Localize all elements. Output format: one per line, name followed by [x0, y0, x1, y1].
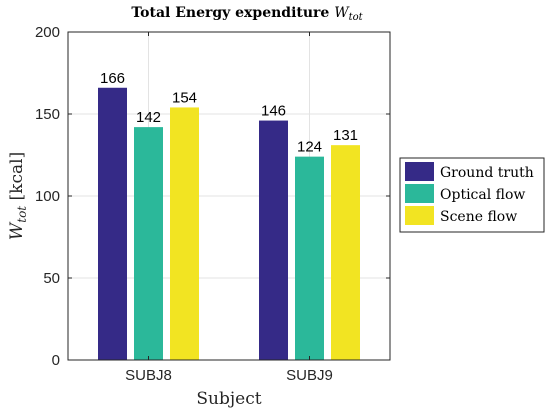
chart-title: Total Energy expenditure Wtot: [131, 5, 363, 23]
bar-value-label: 166: [100, 70, 125, 87]
bar-value-label: 154: [172, 89, 197, 106]
legend-swatch: [405, 184, 434, 203]
legend-label: Scene flow: [440, 209, 517, 225]
legend-swatch: [405, 206, 434, 225]
x-tick-label: SUBJ8: [125, 367, 172, 384]
x-axis-label: Subject: [196, 389, 261, 409]
bar-value-label: 124: [297, 139, 322, 156]
bar: [259, 120, 288, 360]
y-tick-label: 50: [43, 270, 60, 287]
plot-area: 166 146 142 124 154 131 0 50 100 150 200 SUBJ8 SUBJ9: [35, 24, 391, 384]
y-tick-label: 100: [35, 188, 60, 205]
bar: [170, 107, 199, 360]
bar: [331, 145, 360, 360]
y-tick-label: 150: [35, 106, 60, 123]
bar-value-label: 146: [261, 103, 286, 120]
y-tick-label: 0: [52, 352, 60, 369]
legend-swatch: [405, 162, 434, 181]
bar: [98, 87, 127, 360]
legend: Ground truth Optical flow Scene flow: [399, 157, 545, 233]
bar: [295, 156, 324, 360]
legend-label: Optical flow: [440, 187, 525, 203]
bar-value-label: 142: [136, 109, 161, 126]
y-tick-label: 200: [35, 24, 60, 41]
legend-label: Ground truth: [440, 165, 534, 181]
bar: [134, 127, 163, 361]
y-axis-label: Wtot [kcal]: [7, 152, 29, 240]
x-tick-label: SUBJ9: [286, 367, 333, 384]
bar-value-label: 131: [333, 127, 358, 144]
